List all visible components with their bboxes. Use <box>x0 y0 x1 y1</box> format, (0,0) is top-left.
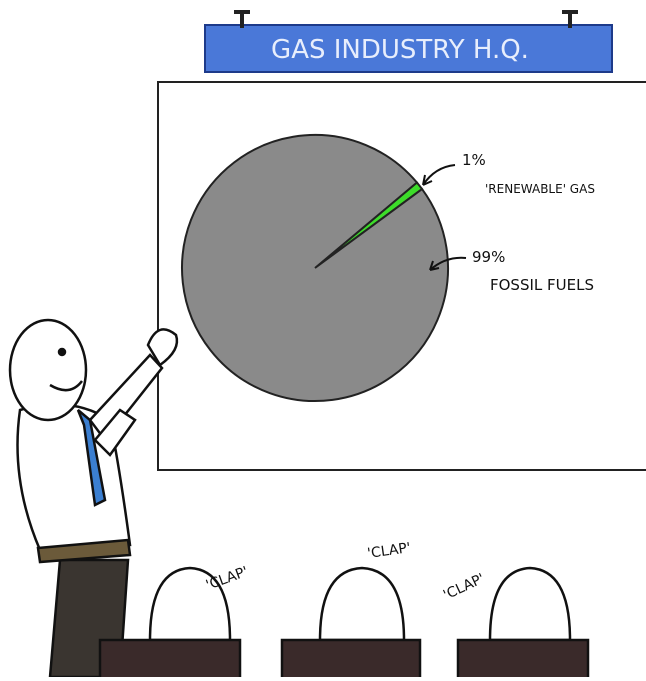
slice-value-label: 1% <box>462 151 486 169</box>
clap-text: 'CLAP' <box>441 571 487 604</box>
slice-label: FOSSIL FUELS <box>490 276 594 294</box>
clap-text: 'CLAP' <box>366 540 411 562</box>
pie-slice <box>182 135 448 401</box>
slice-value-label: 99% <box>472 248 505 266</box>
clap-text: 'CLAP' <box>204 564 250 594</box>
audience <box>100 568 588 677</box>
slice-label: 'RENEWABLE' GAS <box>485 182 595 196</box>
pie-chart <box>182 135 448 401</box>
sign-title: GAS INDUSTRY H.Q. <box>271 35 529 65</box>
cartoon: GAS INDUSTRY H.Q. 1% 'RENEWABLE' GAS 99%… <box>0 0 646 677</box>
